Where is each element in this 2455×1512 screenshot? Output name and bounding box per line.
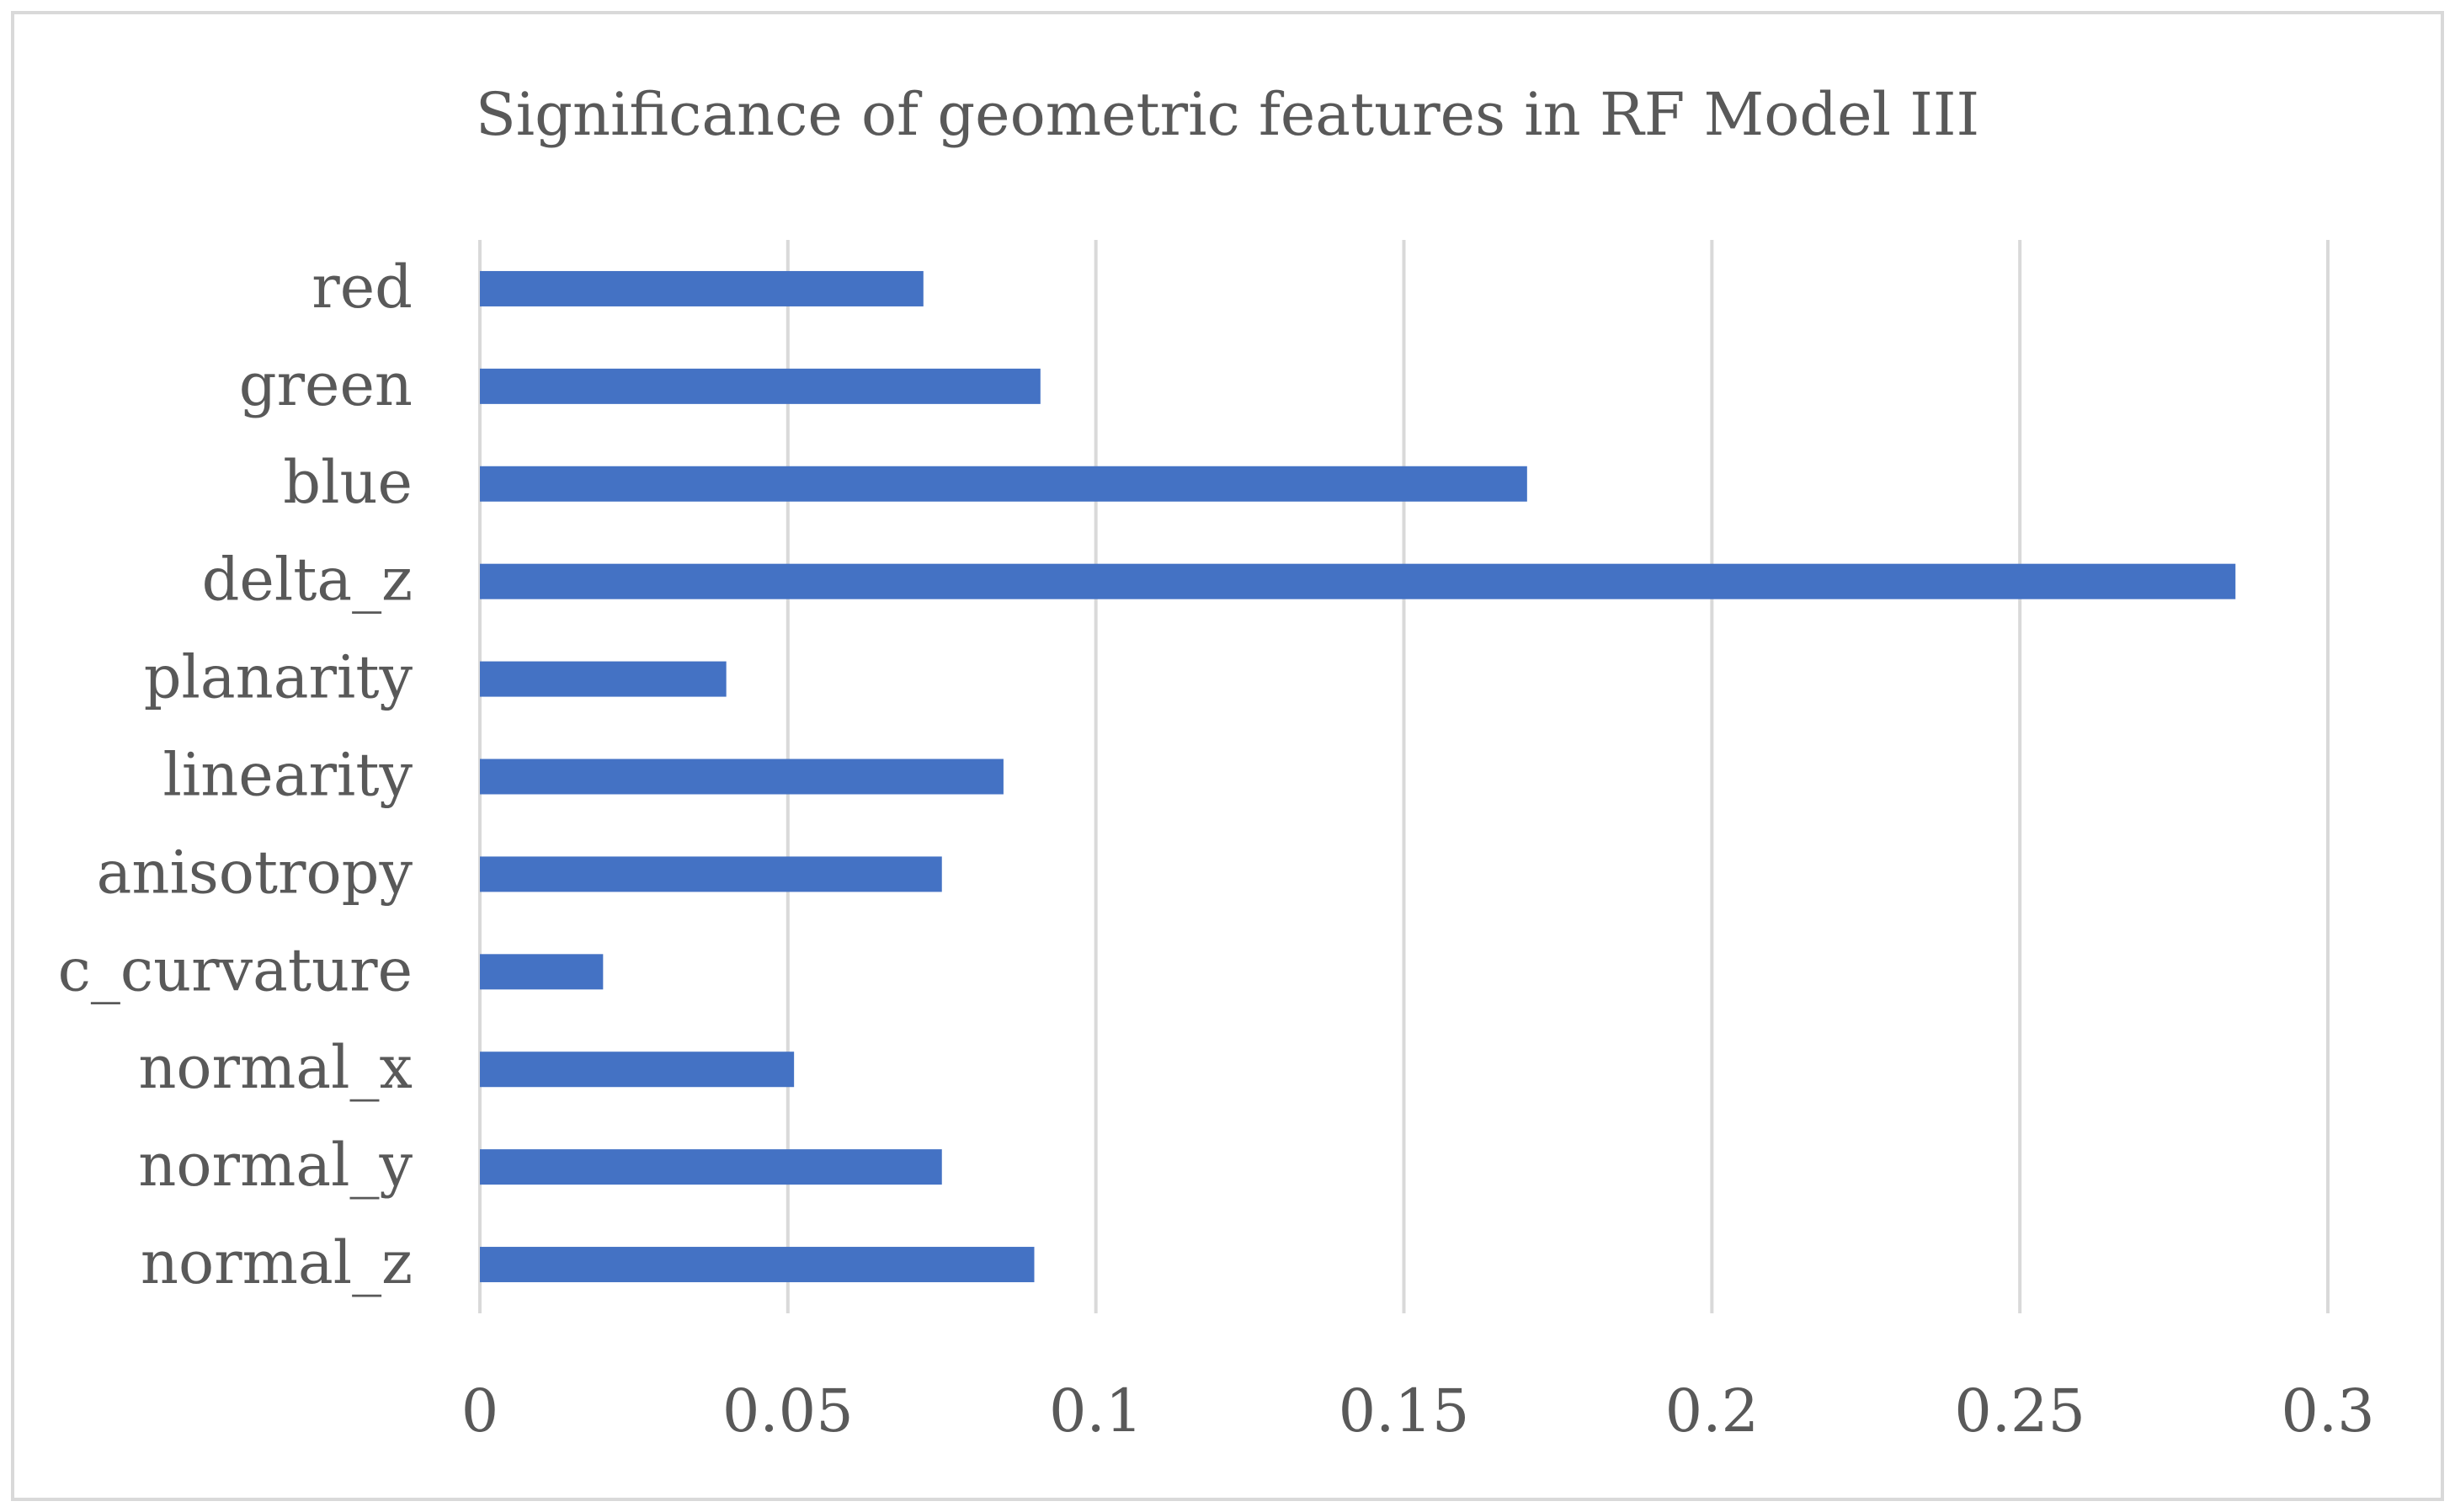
bar-anisotropy bbox=[480, 856, 942, 892]
bar-normal-z bbox=[480, 1247, 1035, 1283]
chart-border bbox=[11, 11, 2444, 1501]
x-tick-label: 0 bbox=[461, 1376, 499, 1445]
bar-c-curvature bbox=[480, 954, 604, 990]
category-label: normal_y bbox=[138, 1131, 413, 1200]
bar-normal-y bbox=[480, 1149, 942, 1185]
x-tick-label: 0.3 bbox=[2281, 1376, 2374, 1445]
bar-delta-z bbox=[480, 563, 2236, 599]
category-label: delta_z bbox=[202, 546, 413, 615]
category-label: green bbox=[239, 350, 413, 419]
category-labels: red green blue delta_z planarity linearity ani… bbox=[58, 253, 413, 1297]
category-label: planarity bbox=[144, 643, 413, 712]
x-tick-label: 0.15 bbox=[1339, 1376, 1470, 1445]
x-tick-label: 0.1 bbox=[1049, 1376, 1142, 1445]
bar-normal-x bbox=[480, 1051, 795, 1088]
category-label: blue bbox=[283, 448, 413, 517]
bar-planarity bbox=[480, 661, 727, 697]
bar-linearity bbox=[480, 759, 1004, 795]
x-tick-label: 0.25 bbox=[1954, 1376, 2085, 1445]
bar-blue bbox=[480, 466, 1527, 502]
bar-green bbox=[480, 368, 1041, 404]
category-label: normal_z bbox=[141, 1228, 413, 1297]
chart-title: Significance of geometric features in RF… bbox=[476, 80, 1979, 149]
x-tick-label: 0.05 bbox=[722, 1376, 854, 1445]
category-label: anisotropy bbox=[97, 838, 413, 907]
x-tick-labels: 0 0.05 0.1 0.15 0.2 0.25 0.3 bbox=[461, 1376, 2375, 1445]
category-label: normal_x bbox=[138, 1033, 413, 1102]
x-tick-label: 0.2 bbox=[1665, 1376, 1759, 1445]
category-label: linearity bbox=[162, 741, 413, 810]
category-label: c_curvature bbox=[58, 935, 413, 1004]
gridlines bbox=[478, 240, 2330, 1313]
bar-red bbox=[480, 270, 924, 306]
category-label: red bbox=[312, 253, 413, 322]
bars bbox=[480, 270, 2236, 1283]
